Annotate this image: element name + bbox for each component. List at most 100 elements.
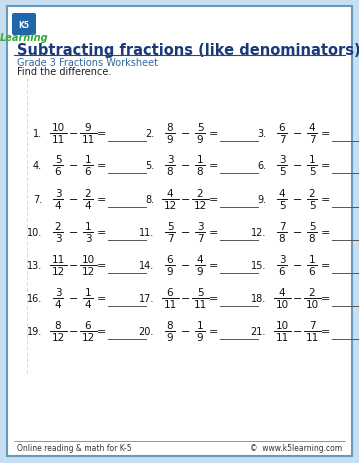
Text: 5.: 5. xyxy=(145,161,154,171)
Text: −: − xyxy=(181,129,191,139)
Text: 7: 7 xyxy=(309,320,315,330)
Text: 5: 5 xyxy=(279,200,285,211)
Text: =: = xyxy=(97,326,107,336)
Text: 4: 4 xyxy=(197,255,203,264)
Text: 1: 1 xyxy=(309,155,315,165)
Text: −: − xyxy=(293,129,303,139)
Text: 6: 6 xyxy=(55,167,61,176)
Text: 16.: 16. xyxy=(27,294,42,303)
Text: −: − xyxy=(181,326,191,336)
Text: 15.: 15. xyxy=(251,260,266,270)
Text: −: − xyxy=(181,294,191,303)
Text: 4: 4 xyxy=(279,188,285,199)
Text: =: = xyxy=(321,129,331,139)
Text: 3: 3 xyxy=(55,188,61,199)
Text: 4: 4 xyxy=(279,288,285,297)
Text: 3: 3 xyxy=(55,288,61,297)
Text: 7.: 7. xyxy=(33,194,42,205)
Text: 5: 5 xyxy=(279,167,285,176)
Text: K5: K5 xyxy=(19,20,29,30)
Text: 1: 1 xyxy=(85,288,91,297)
Text: 5: 5 xyxy=(197,123,203,133)
Text: =: = xyxy=(209,260,219,270)
Text: =: = xyxy=(97,129,107,139)
Text: 12: 12 xyxy=(51,266,65,276)
Text: 12: 12 xyxy=(163,200,177,211)
Text: −: − xyxy=(293,294,303,303)
Text: −: − xyxy=(69,227,79,238)
Text: 19.: 19. xyxy=(27,326,42,336)
Text: 3.: 3. xyxy=(257,129,266,139)
Text: =: = xyxy=(321,227,331,238)
Text: 9: 9 xyxy=(167,332,173,342)
Text: 5: 5 xyxy=(309,167,315,176)
Text: 4: 4 xyxy=(167,188,173,199)
Text: 7: 7 xyxy=(167,233,173,244)
Text: 18.: 18. xyxy=(251,294,266,303)
Text: 8: 8 xyxy=(55,320,61,330)
Text: 9: 9 xyxy=(85,123,91,133)
Text: =: = xyxy=(209,326,219,336)
Text: Online reading & math for K-5: Online reading & math for K-5 xyxy=(17,444,132,452)
Text: =: = xyxy=(97,294,107,303)
FancyBboxPatch shape xyxy=(12,14,36,36)
Text: 10: 10 xyxy=(275,300,289,309)
Text: 10: 10 xyxy=(306,300,318,309)
Text: 8: 8 xyxy=(309,233,315,244)
Text: 8: 8 xyxy=(167,167,173,176)
Text: −: − xyxy=(69,129,79,139)
Text: 6: 6 xyxy=(309,266,315,276)
Text: =: = xyxy=(97,161,107,171)
Text: 4.: 4. xyxy=(33,161,42,171)
Text: =: = xyxy=(321,294,331,303)
Text: 6.: 6. xyxy=(257,161,266,171)
Text: 3: 3 xyxy=(167,155,173,165)
Text: −: − xyxy=(69,294,79,303)
Text: 1: 1 xyxy=(85,155,91,165)
Text: 5: 5 xyxy=(167,221,173,232)
Text: 5: 5 xyxy=(309,221,315,232)
Text: −: − xyxy=(181,161,191,171)
Text: 2: 2 xyxy=(85,188,91,199)
Text: 9: 9 xyxy=(167,266,173,276)
Text: =: = xyxy=(209,161,219,171)
Text: 9: 9 xyxy=(167,135,173,144)
Text: 3: 3 xyxy=(197,221,203,232)
Text: −: − xyxy=(293,260,303,270)
Text: 12: 12 xyxy=(51,332,65,342)
Text: 11: 11 xyxy=(194,300,207,309)
Text: 8: 8 xyxy=(167,320,173,330)
Text: 1: 1 xyxy=(197,155,203,165)
Text: 1: 1 xyxy=(85,221,91,232)
Text: 20.: 20. xyxy=(139,326,154,336)
Text: 21.: 21. xyxy=(251,326,266,336)
Text: 9: 9 xyxy=(197,135,203,144)
Text: 6: 6 xyxy=(279,266,285,276)
Text: 12: 12 xyxy=(81,266,95,276)
Text: 6: 6 xyxy=(85,320,91,330)
Text: =: = xyxy=(97,227,107,238)
Text: 17.: 17. xyxy=(139,294,154,303)
Text: 4: 4 xyxy=(55,200,61,211)
Text: 11: 11 xyxy=(51,255,65,264)
Text: 4: 4 xyxy=(309,123,315,133)
Text: 7: 7 xyxy=(279,135,285,144)
Text: 1: 1 xyxy=(309,255,315,264)
Text: 12: 12 xyxy=(194,200,207,211)
Text: 10: 10 xyxy=(275,320,289,330)
Text: =: = xyxy=(321,260,331,270)
Text: 2: 2 xyxy=(55,221,61,232)
Text: Grade 3 Fractions Worksheet: Grade 3 Fractions Worksheet xyxy=(17,58,158,68)
Text: 8.: 8. xyxy=(145,194,154,205)
Text: −: − xyxy=(293,326,303,336)
Text: 8: 8 xyxy=(167,123,173,133)
Text: =: = xyxy=(209,294,219,303)
Text: 4: 4 xyxy=(55,300,61,309)
Text: 4: 4 xyxy=(85,300,91,309)
Text: 6: 6 xyxy=(85,167,91,176)
Text: 4: 4 xyxy=(85,200,91,211)
Text: 7: 7 xyxy=(279,221,285,232)
Text: 13.: 13. xyxy=(27,260,42,270)
Text: 8: 8 xyxy=(197,167,203,176)
Text: 7: 7 xyxy=(197,233,203,244)
